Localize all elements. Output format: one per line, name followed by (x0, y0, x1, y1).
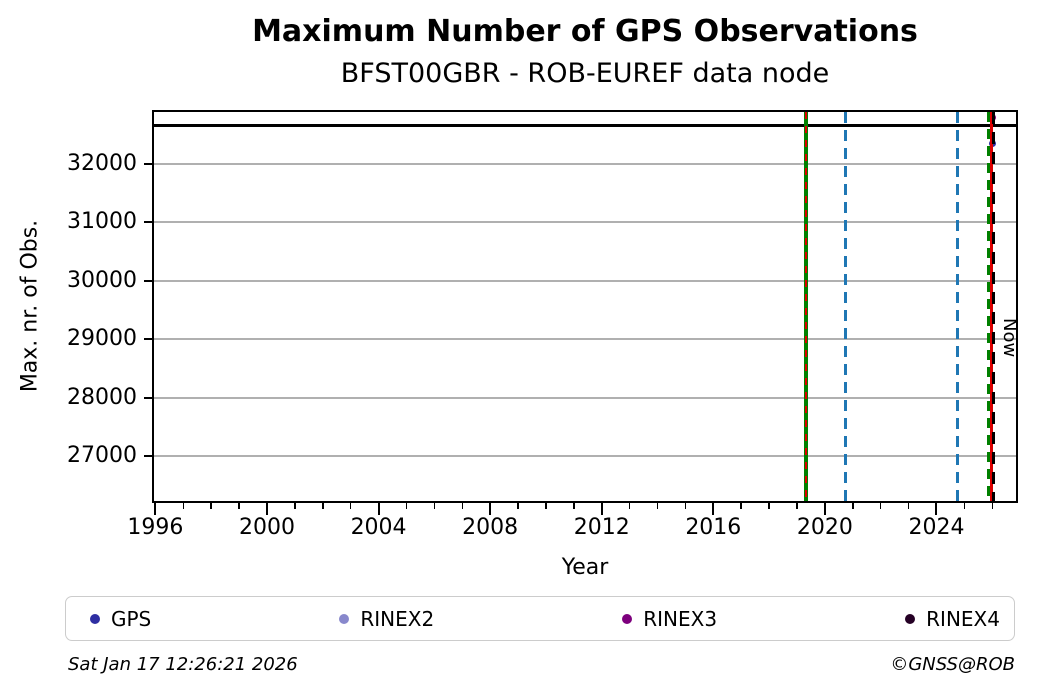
y-gridline (154, 455, 1016, 458)
x-minor-tick (294, 503, 296, 509)
y-gridline (154, 338, 1016, 341)
legend-item-gps: GPS (90, 608, 151, 630)
y-tick (144, 162, 152, 165)
x-minor-tick (796, 503, 798, 509)
x-minor-tick (182, 503, 185, 509)
plot-timestamp: Sat Jan 17 12:26:21 2026 (68, 654, 298, 675)
y-gridline (154, 279, 1016, 282)
plot-area: 27000 28000 29000 30000 31000 32000 1996 2000 20… (67, 110, 1020, 540)
legend-item-rinex4: RINEX4 (905, 608, 1000, 630)
x-tick-label: 1996 (127, 515, 184, 540)
x-minor-tick (322, 503, 324, 509)
x-axis-label: Year (561, 555, 609, 580)
x-major-tick (823, 503, 826, 515)
x-minor-tick (238, 503, 240, 509)
x-tick-label: 2012 (573, 515, 630, 540)
y-gridline (154, 396, 1016, 399)
y-tick-label: 30000 (67, 267, 137, 293)
x-minor-tick (656, 503, 659, 509)
x-minor-tick (768, 503, 770, 509)
x-minor-tick (879, 503, 882, 509)
x-tick-label: 2024 (908, 515, 965, 540)
x-minor-tick (405, 503, 408, 509)
now-annotation: Now (998, 318, 1020, 358)
legend-label-rinex3: RINEX3 (643, 606, 718, 631)
y-gridline (154, 221, 1016, 224)
x-major-tick (265, 503, 268, 515)
x-minor-tick (628, 503, 631, 509)
x-minor-tick (210, 503, 212, 509)
legend-marker-rinex3-icon (622, 613, 633, 624)
x-major-tick (377, 503, 380, 515)
x-tick-label: 2016 (685, 515, 742, 540)
x-minor-tick (852, 503, 854, 509)
y-tick-label: 27000 (67, 443, 137, 469)
x-minor-tick (573, 503, 575, 509)
legend-marker-gps-icon (90, 613, 100, 624)
x-major-tick (600, 503, 603, 515)
legend: GPS RINEX2 RINEX3 RINEX4 (65, 596, 1015, 641)
x-minor-tick (461, 503, 463, 509)
y-tick (144, 279, 152, 282)
x-tick-label: 2020 (796, 515, 853, 540)
y-axis-label: Max. nr. of Obs. (17, 219, 43, 393)
y-tick (144, 221, 152, 224)
x-minor-tick (545, 503, 547, 509)
event-vline (804, 112, 808, 501)
y-gridline (154, 162, 1016, 165)
x-minor-tick (684, 503, 687, 509)
y-tick-label: 31000 (67, 209, 137, 235)
x-minor-tick (963, 503, 966, 509)
legend-label-rinex4: RINEX4 (926, 606, 1000, 631)
x-tick-label: 2004 (350, 515, 407, 540)
legend-item-rinex3: RINEX3 (622, 608, 717, 630)
y-tick (144, 455, 152, 458)
x-minor-tick (433, 503, 436, 509)
legend-marker-rinex2-icon (339, 613, 350, 624)
event-vline (844, 112, 848, 501)
x-major-tick (712, 503, 715, 515)
legend-label-rinex2: RINEX2 (360, 606, 435, 631)
x-minor-tick (740, 503, 742, 509)
event-vline (989, 112, 993, 501)
x-major-tick (935, 503, 938, 515)
legend-marker-rinex4-icon (905, 613, 916, 624)
chart-subtitle: BFST00GBR - ROB-EUREF data node (340, 58, 830, 89)
y-tick-label: 29000 (67, 326, 137, 352)
x-minor-tick (349, 503, 352, 509)
y-tick-label: 28000 (67, 384, 137, 410)
y-tick (144, 338, 152, 341)
x-minor-tick (991, 503, 994, 509)
x-major-tick (489, 503, 492, 515)
now-vline (991, 112, 996, 501)
copyright-credit: ©GNSS@ROB (890, 654, 1015, 675)
x-tick-label: 2000 (238, 515, 295, 540)
y-tick-label: 32000 (67, 150, 137, 176)
x-tick-label: 2008 (462, 515, 519, 540)
series-line-rinex4 (154, 124, 1016, 127)
chart-title: Maximum Number of GPS Observations (252, 14, 918, 49)
event-vline (986, 112, 991, 501)
y-tick (144, 396, 152, 399)
event-vline (956, 112, 960, 501)
x-major-tick (154, 503, 157, 515)
x-minor-tick (517, 503, 519, 509)
legend-label-gps: GPS (111, 606, 152, 631)
x-minor-tick (907, 503, 910, 509)
legend-item-rinex2: RINEX2 (339, 608, 434, 630)
